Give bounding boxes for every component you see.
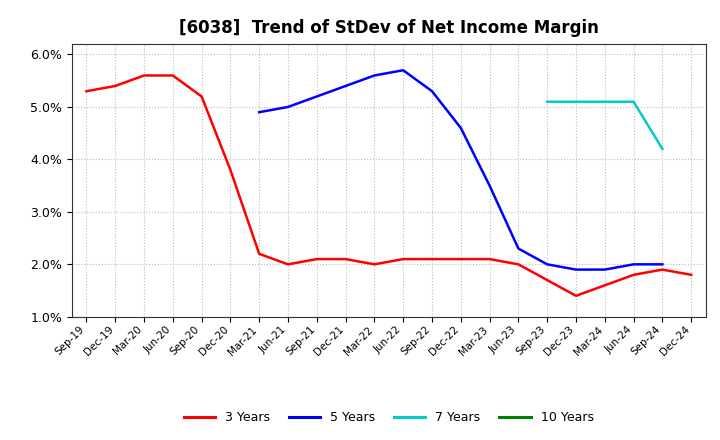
- Legend: 3 Years, 5 Years, 7 Years, 10 Years: 3 Years, 5 Years, 7 Years, 10 Years: [179, 407, 598, 429]
- Title: [6038]  Trend of StDev of Net Income Margin: [6038] Trend of StDev of Net Income Marg…: [179, 19, 599, 37]
